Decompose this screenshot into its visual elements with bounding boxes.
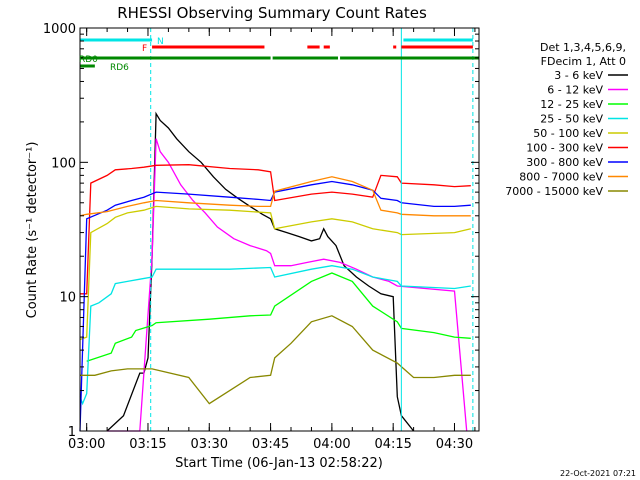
legend-label-7: 300 - 800 keV — [526, 156, 603, 169]
legend-header-line-2: FDecim 1, Att 0 — [541, 55, 626, 68]
x-tick-label-4: 03:45 — [252, 437, 289, 452]
series-line-3 — [86, 272, 471, 362]
flag-label-rd0: RD0 — [79, 55, 98, 65]
series-line-8 — [79, 176, 471, 217]
x-axis-label: Start Time (06-Jan-13 02:58:22) — [175, 456, 383, 471]
timestamp: 22-Oct-2021 07:21 — [560, 469, 636, 478]
flag-label-n: N — [157, 37, 164, 47]
plot-area — [79, 28, 479, 432]
series-line-4 — [79, 265, 471, 406]
series-line-5 — [79, 205, 471, 341]
legend-label-1: 3 - 6 keV — [554, 69, 603, 82]
x-tick-label-5: 04:00 — [313, 437, 350, 452]
y-tick-label-1: 1 — [68, 425, 76, 440]
legend-label-4: 25 - 50 keV — [540, 113, 603, 126]
legend-header-line-1: Det 1,3,4,5,6,9, — [540, 41, 626, 54]
flag-layer — [80, 38, 479, 68]
x-tick-label-7: 04:30 — [436, 437, 473, 452]
chart-title: RHESSI Observing Summary Count Rates — [117, 4, 427, 22]
y-axis-ticks: 1 10 100 1000 — [43, 22, 479, 440]
x-axis-ticks: 03:00 03:15 03:30 03:45 04:00 04:15 04:30 — [68, 28, 476, 452]
legend-label-3: 12 - 25 keV — [540, 98, 603, 111]
flag-label-f: F — [142, 44, 147, 54]
legend-label-8: 800 - 7000 keV — [519, 171, 603, 184]
plot-frame — [79, 27, 480, 432]
y-tick-label-3: 100 — [51, 156, 76, 171]
series-line-7 — [79, 180, 471, 432]
series-layer — [79, 111, 471, 432]
y-tick-label-4: 1000 — [43, 22, 76, 37]
legend-label-2: 6 - 12 keV — [547, 84, 603, 97]
x-tick-label-1: 03:00 — [68, 437, 105, 452]
flag-label-rd6: RD6 — [110, 63, 129, 73]
flag-labels: NF RD0 RD6 — [79, 37, 164, 73]
legend-label-6: 100 - 300 keV — [526, 142, 603, 155]
x-tick-label-6: 04:15 — [374, 437, 411, 452]
legend-label-5: 50 - 100 keV — [533, 127, 603, 140]
series-line-6 — [80, 164, 471, 295]
legend-label-9: 7000 - 15000 keV — [505, 185, 603, 198]
series-line-9 — [80, 315, 471, 405]
y-tick-label-2: 10 — [59, 291, 76, 306]
x-tick-label-2: 03:15 — [129, 437, 166, 452]
vline-layer — [150, 28, 474, 431]
x-tick-label-3: 03:30 — [191, 437, 228, 452]
legend: Det 1,3,4,5,6,9, FDecim 1, Att 0 3 - 6 k… — [505, 41, 628, 198]
y-axis-label: Count Rate (s⁻¹ detector⁻¹) — [25, 142, 40, 319]
